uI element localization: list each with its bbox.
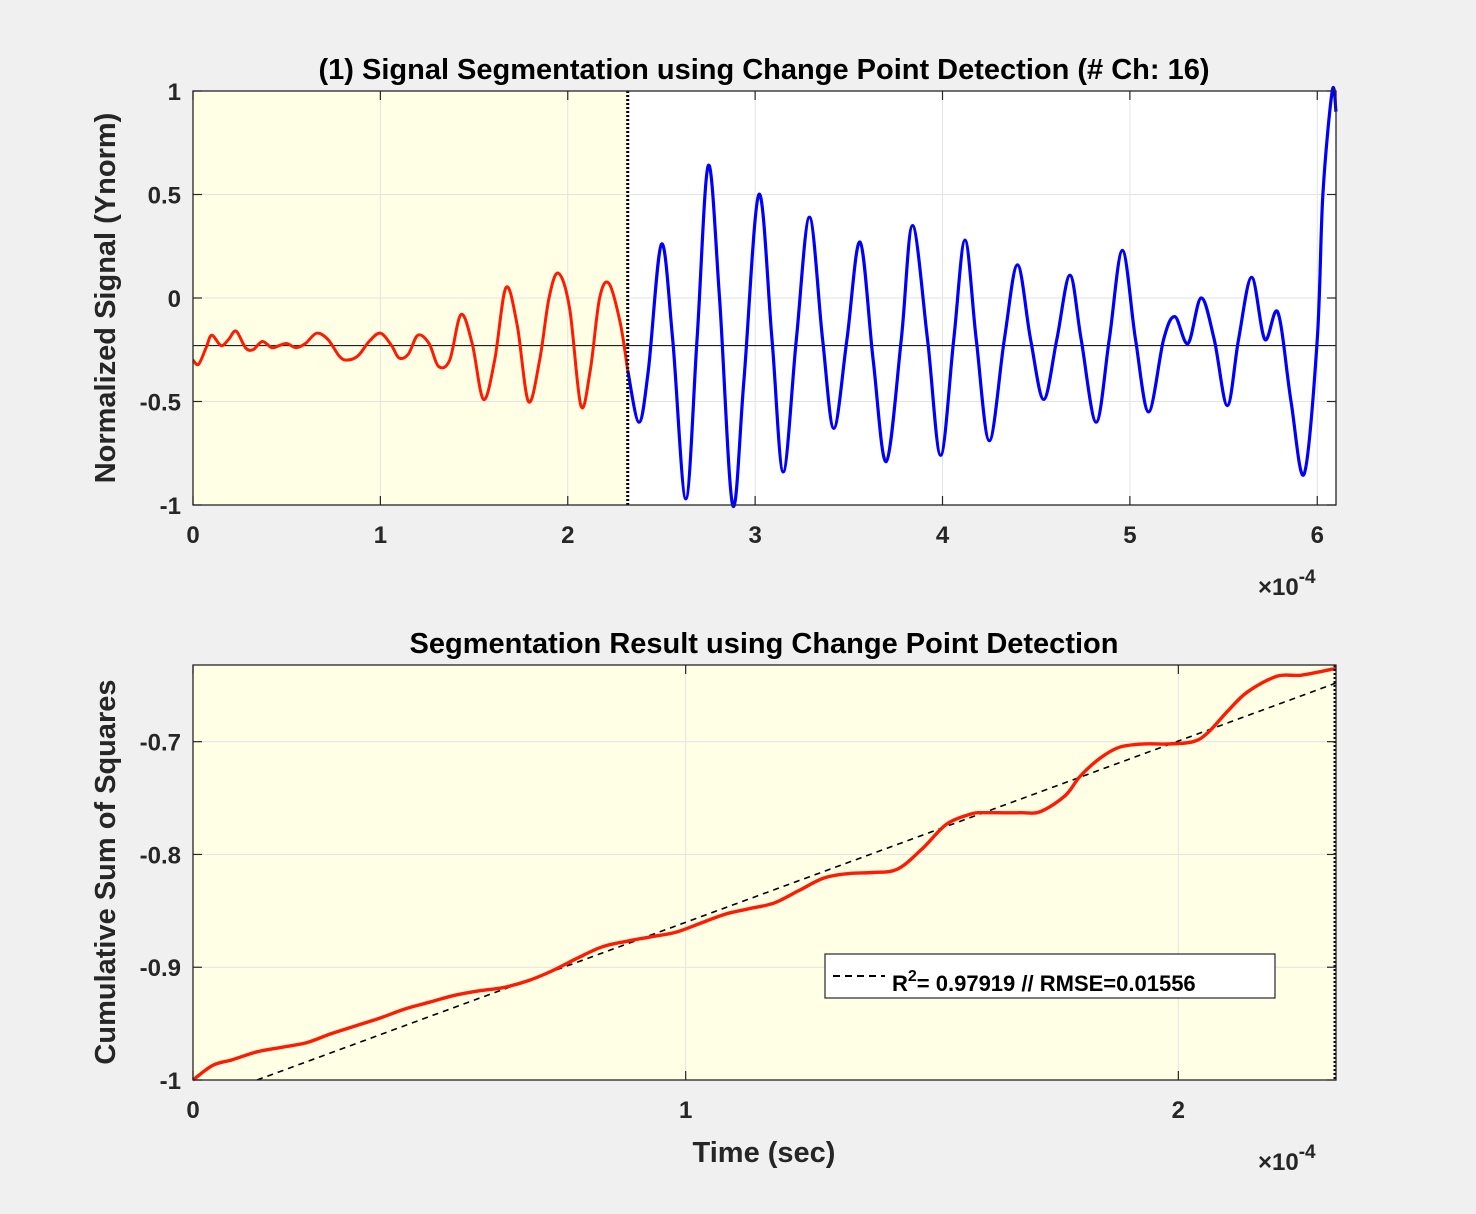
x-tick-label: 3: [748, 522, 761, 549]
x-tick-label: 1: [374, 522, 387, 549]
x-tick-label: 5: [1123, 522, 1136, 549]
y-tick-label: 0: [168, 286, 181, 313]
y-tick-label: -0.5: [140, 390, 181, 417]
bottom-y-axis-label: Cumulative Sum of Squares: [90, 679, 122, 1064]
y-tick-label: -0.8: [140, 842, 181, 869]
top-x-ticks: 0 1 2 3 4 5 6: [186, 91, 1324, 549]
top-y-axis-label: Normalized Signal (Ynorm): [90, 113, 122, 484]
bottom-x-exponent: ×10-4: [1258, 1142, 1316, 1176]
top-x-exponent-base: ×10: [1258, 574, 1299, 601]
top-title: (1) Signal Segmentation using Change Poi…: [318, 54, 1209, 86]
bottom-x-exponent-base: ×10: [1258, 1149, 1299, 1176]
bottom-x-exponent-power: -4: [1299, 1142, 1316, 1163]
legend-text: = 0.97919 // RMSE=0.01556: [917, 971, 1196, 996]
x-tick-label: 0: [186, 522, 199, 549]
bottom-fit-line: [256, 682, 1337, 1081]
top-series-segment-1: [191, 271, 630, 410]
x-tick-label: 2: [561, 522, 574, 549]
top-x-exponent-power: -4: [1299, 567, 1316, 588]
bottom-axes-frame: [192, 664, 1337, 1081]
y-tick-label: -1: [160, 493, 181, 520]
legend-label: R2= 0.97919 // RMSE=0.01556: [892, 968, 1196, 996]
x-tick-label: 4: [936, 522, 950, 549]
x-tick-label: 1: [679, 1097, 692, 1124]
bottom-x-ticks: 0 1 2: [186, 665, 1185, 1124]
bottom-axes-background: [193, 665, 1336, 1080]
y-tick-label: 0.5: [148, 183, 181, 210]
top-x-exponent: ×10-4: [1258, 567, 1316, 601]
x-tick-label: 6: [1311, 522, 1324, 549]
y-tick-label: -0.9: [140, 955, 181, 982]
x-tick-label: 2: [1172, 1097, 1185, 1124]
bottom-cumsum-curve: [191, 666, 1337, 1082]
top-y-ticks: 1 0.5 0 -0.5 -1: [140, 79, 1336, 520]
bottom-title: Segmentation Result using Change Point D…: [410, 628, 1119, 660]
x-tick-label: 0: [186, 1097, 199, 1124]
y-tick-label: 1: [168, 79, 181, 106]
bottom-x-axis-label: Time (sec): [693, 1137, 836, 1169]
legend-box: [824, 953, 1276, 999]
bottom-y-ticks: -0.7 -0.8 -0.9 -1: [140, 730, 1336, 1095]
top-plot: 0 1 2 3 4 5 6 1 0.5 0 -0.5 -1 (1) Signal Segmentat…: [90, 54, 1338, 601]
legend-symbol: R: [892, 971, 908, 996]
y-tick-label: -0.7: [140, 730, 181, 757]
bottom-plot: 0 1 2 -0.7 -0.8 -0.9 -1 Segmentation Result u…: [90, 628, 1337, 1176]
bottom-legend: R2= 0.97919 // RMSE=0.01556: [824, 953, 1276, 999]
legend-superscript: 2: [908, 968, 917, 985]
y-tick-label: -1: [160, 1068, 181, 1095]
top-series-segment-2: [626, 86, 1338, 509]
